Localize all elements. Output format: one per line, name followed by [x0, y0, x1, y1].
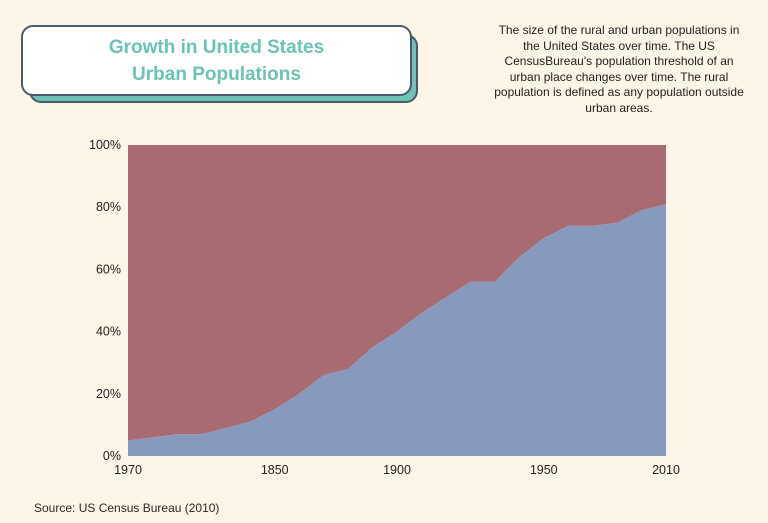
x-axis: 1970 1850 1900 1950 2010: [114, 463, 680, 477]
rural-area: [128, 145, 666, 441]
x-tick-label: 1950: [530, 463, 558, 477]
y-tick-label: 20%: [96, 387, 121, 401]
source-note: Source: US Census Bureau (2010): [34, 501, 220, 515]
y-tick-label: 40%: [96, 325, 121, 339]
y-tick-label: 100%: [89, 138, 121, 152]
x-tick-label: 1970: [114, 463, 142, 477]
title-line-1: Growth in United States: [108, 36, 325, 58]
chart-description: The size of the rural and urban populati…: [494, 23, 744, 115]
y-tick-label: 0%: [103, 449, 121, 463]
x-tick-label: 1900: [383, 463, 411, 477]
y-tick-label: 80%: [96, 200, 121, 214]
x-tick-label: 1850: [261, 463, 289, 477]
title-line-2: Urban Populations: [132, 63, 301, 85]
urban-area: [128, 204, 666, 456]
y-axis: 0% 20% 40% 60% 80% 100%: [89, 138, 121, 463]
title-card: Growth in United States Urban Population…: [21, 25, 412, 96]
y-tick-label: 60%: [96, 262, 121, 276]
x-tick-label: 2010: [652, 463, 680, 477]
